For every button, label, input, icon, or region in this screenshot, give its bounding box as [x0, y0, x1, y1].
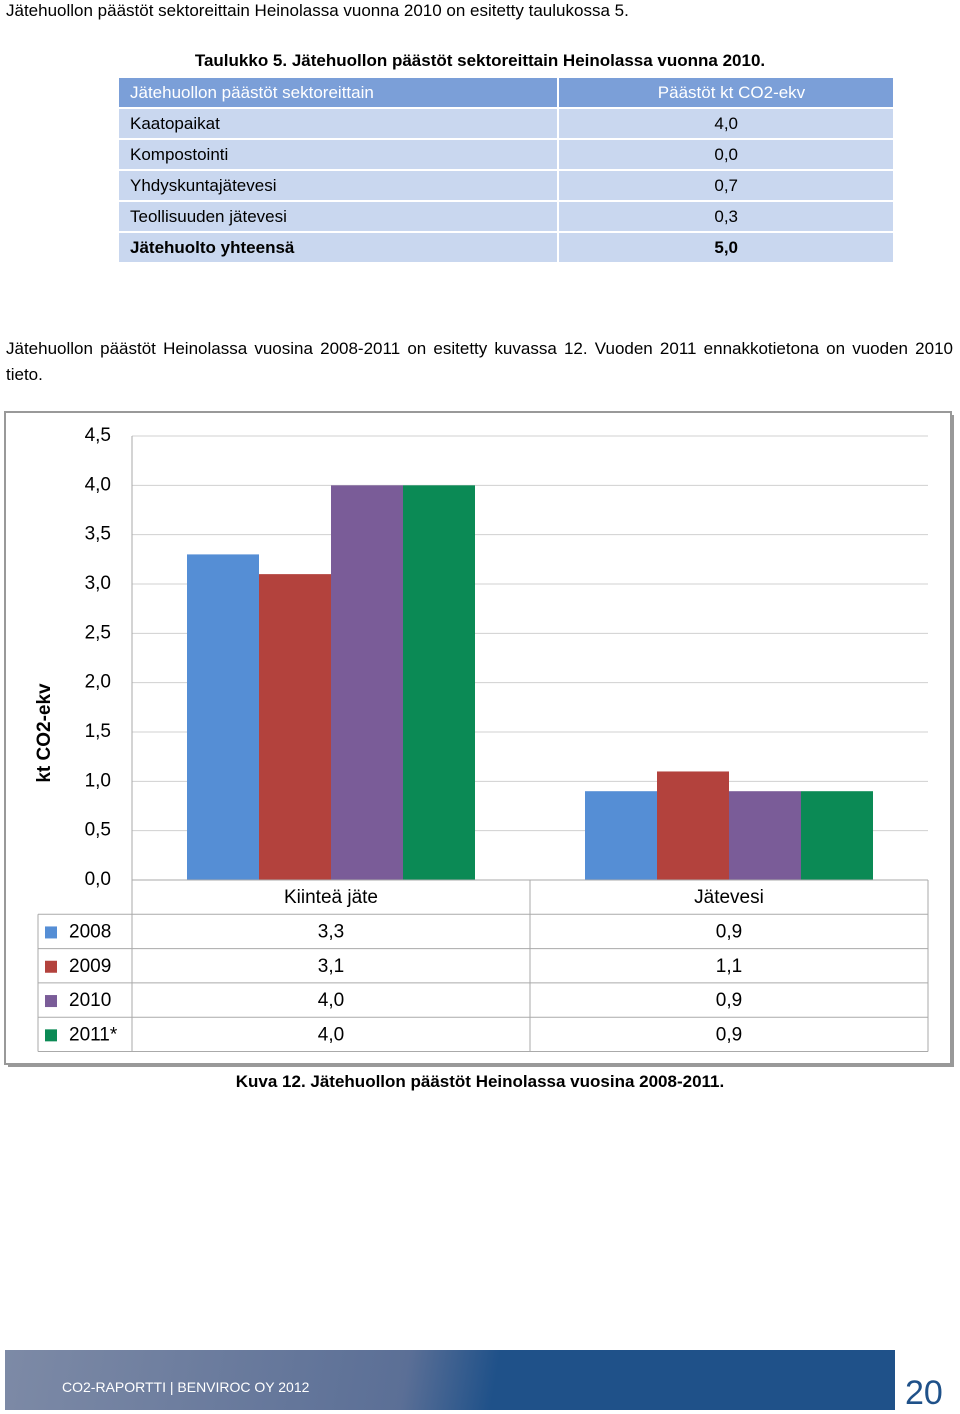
data-label: 0,9 [716, 921, 742, 942]
legend-label: 2010 [69, 990, 111, 1011]
table-cell: Teollisuuden jätevesi [117, 200, 559, 233]
table-row: Yhdyskuntajätevesi 0,7 [117, 169, 895, 202]
emissions-table: Jätehuollon päästöt sektoreittain Päästö… [117, 76, 895, 264]
header-cell: Päästöt kt CO2-ekv [557, 76, 895, 109]
data-label: 3,1 [318, 956, 344, 977]
table-cell: 0,0 [557, 138, 895, 171]
y-tick-label: 1,5 [85, 721, 111, 742]
table-row: Kompostointi 0,0 [117, 138, 895, 171]
table-cell: Jätehuolto yhteensä [117, 231, 559, 264]
header-cell: Jätehuollon päästöt sektoreittain [117, 76, 559, 109]
footer-banner [5, 1350, 895, 1410]
x-tick-label: Kiinteä jäte [284, 887, 378, 908]
footer-text: CO2-RAPORTTI | BENVIROC OY 2012 [62, 1379, 310, 1395]
table-cell: 0,3 [557, 200, 895, 233]
table-cell: Yhdyskuntajätevesi [117, 169, 559, 202]
y-tick-label: 0,5 [85, 820, 111, 841]
y-tick-label: 2,5 [85, 622, 111, 643]
bar [801, 791, 873, 880]
legend-swatch [45, 995, 57, 1008]
y-tick-label: 4,0 [85, 474, 111, 495]
legend-swatch [45, 926, 57, 939]
figure-caption: Kuva 12. Jätehuollon päästöt Heinolassa … [235, 1072, 725, 1091]
table-header: Jätehuollon päästöt sektoreittain Päästö… [117, 76, 895, 109]
paragraph: Jätehuollon päästöt Heinolassa vuosina 2… [6, 339, 953, 384]
table-cell: 5,0 [557, 231, 895, 264]
y-tick-label: 3,0 [85, 573, 111, 594]
table-row: Teollisuuden jätevesi 0,3 [117, 200, 895, 233]
data-label: 0,9 [716, 1024, 742, 1045]
table-cell: Kaatopaikat [117, 107, 559, 140]
legend-label: 2011* [69, 1024, 118, 1045]
bar [657, 771, 729, 880]
data-label: 1,1 [716, 956, 742, 977]
y-tick-label: 4,5 [85, 425, 111, 446]
legend-label: 2008 [69, 921, 111, 942]
legend-swatch [45, 1029, 57, 1042]
chart-frame [4, 411, 952, 1065]
legend-label: 2009 [69, 956, 111, 977]
table-row: Jätehuolto yhteensä 5,0 [117, 231, 895, 264]
table-cell: 4,0 [557, 107, 895, 140]
bar [331, 485, 403, 880]
data-label: 0,9 [716, 990, 742, 1011]
chart: kt CO2-ekv 0,0 0,5 1,0 1,5 2,0 2,5 3,0 3,5 4,0 4,… [4, 411, 954, 1067]
intro-text: Jätehuollon päästöt sektoreittain Heinol… [6, 1, 629, 20]
table-row: Kaatopaikat 4,0 [117, 107, 895, 140]
legend-swatch [45, 960, 57, 973]
y-tick-label: 3,5 [85, 524, 111, 545]
bar [403, 485, 475, 880]
bar [729, 791, 801, 880]
y-tick-label: 1,0 [85, 770, 111, 791]
y-axis-title: kt CO2-ekv [34, 683, 55, 783]
data-label: 3,3 [318, 921, 344, 942]
table-body: Kaatopaikat 4,0 Kompostointi 0,0 Yhdyskuntaj… [117, 107, 895, 264]
table-caption: Taulukko 5. Jätehuollon päästöt sektorei… [194, 51, 766, 70]
bar [585, 791, 657, 880]
data-label: 4,0 [318, 990, 344, 1011]
table-cell: Kompostointi [117, 138, 559, 171]
bar [187, 554, 259, 880]
y-tick-label: 2,0 [85, 672, 111, 693]
bar [259, 574, 331, 880]
x-tick-label: Jätevesi [694, 887, 764, 908]
page-number: 20 [905, 1374, 943, 1412]
table-cell: 0,7 [557, 169, 895, 202]
y-tick-label: 0,0 [85, 869, 111, 890]
data-label: 4,0 [318, 1024, 344, 1045]
